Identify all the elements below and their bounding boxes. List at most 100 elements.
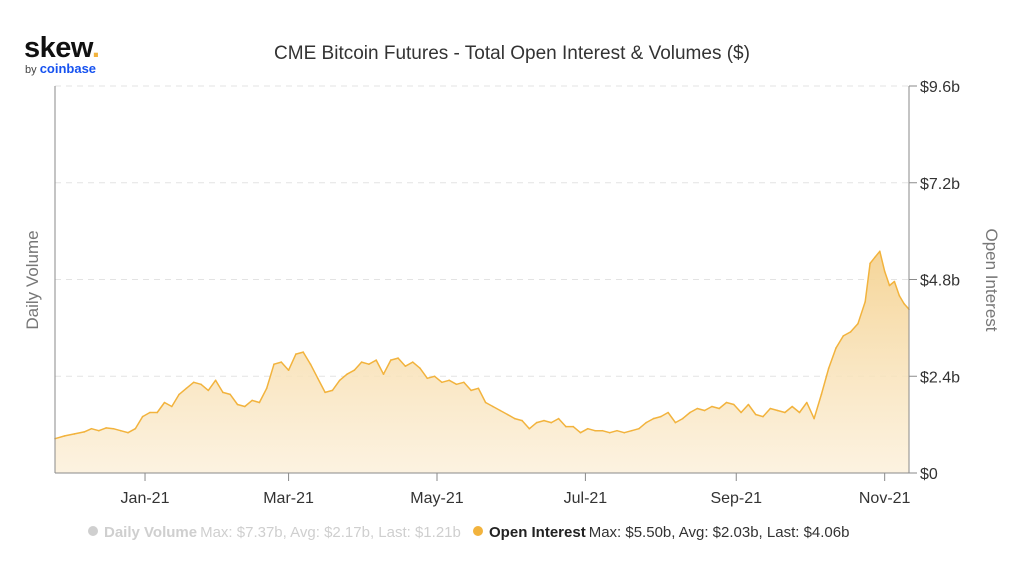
open-interest-point — [112, 427, 115, 430]
open-interest-point — [820, 393, 823, 396]
legend-item-daily-volume[interactable]: Daily Volume Max: $7.37b, Avg: $2.17b, La… — [88, 524, 461, 541]
y-tick-label: $4.8b — [920, 273, 960, 290]
open-interest-point — [869, 262, 871, 265]
x-tick-label: Jan-21 — [121, 490, 170, 507]
open-interest-point — [740, 411, 742, 414]
legend: Daily Volume Max: $7.37b, Avg: $2.17b, La… — [88, 524, 857, 541]
open-interest-point — [883, 270, 886, 273]
open-interest-point — [762, 415, 764, 418]
x-tick-label: May-21 — [410, 490, 463, 507]
open-interest-point — [477, 387, 480, 390]
open-interest-point — [390, 359, 392, 361]
y-tick-label: $2.4b — [920, 369, 960, 386]
open-interest-point — [382, 373, 385, 376]
open-interest-point — [192, 381, 195, 384]
open-interest-point — [178, 393, 180, 396]
legend-name: Open Interest — [489, 524, 586, 541]
skew-logo: skew. by coinbase — [24, 32, 100, 77]
open-interest-point — [156, 411, 158, 414]
open-interest-point — [295, 353, 297, 355]
open-interest-point — [236, 403, 239, 406]
open-interest-point — [258, 401, 261, 404]
open-interest-point — [265, 387, 268, 390]
open-interest-point — [171, 405, 173, 408]
open-interest-point — [455, 383, 458, 386]
legend-name: Daily Volume — [104, 524, 198, 541]
open-interest-point — [594, 429, 596, 432]
open-interest-point — [681, 417, 684, 420]
open-interest-point — [711, 405, 713, 408]
open-interest-point — [317, 377, 319, 380]
open-interest-point — [893, 280, 896, 283]
open-interest-point — [448, 379, 451, 382]
open-interest-point — [638, 427, 640, 430]
legend-stats: Max: $5.50b, Avg: $2.03b, Last: $4.06b — [588, 524, 850, 541]
open-interest-point — [579, 431, 582, 434]
open-interest-point — [645, 421, 647, 424]
open-interest-point — [375, 359, 378, 361]
open-interest-point — [309, 363, 312, 366]
y-axis-label-right: Open Interest — [982, 228, 1001, 331]
open-interest-point — [874, 256, 876, 259]
open-interest-point — [251, 399, 253, 402]
open-interest-point — [888, 284, 891, 287]
open-interest-point — [346, 373, 348, 376]
open-interest-point — [426, 377, 429, 380]
open-interest-point — [718, 407, 720, 410]
open-interest-point — [338, 379, 341, 382]
x-tick-label: Nov-21 — [859, 490, 911, 507]
open-interest-area — [55, 251, 909, 473]
open-interest-point — [287, 369, 290, 372]
open-interest-point — [630, 429, 633, 432]
open-interest-point — [623, 431, 626, 434]
open-interest-point — [324, 391, 326, 394]
chart-title: CME Bitcoin Futures - Total Open Interes… — [274, 43, 750, 64]
open-interest-point — [521, 419, 523, 422]
open-interest-point — [813, 417, 815, 420]
open-interest-point — [244, 405, 246, 408]
open-interest-point — [149, 411, 151, 414]
series-open-interest — [54, 250, 910, 473]
logo-wordmark: skew. — [24, 32, 100, 64]
open-interest-point — [903, 302, 905, 305]
open-interest-point — [433, 375, 436, 378]
open-interest-point — [119, 429, 122, 432]
open-interest-point — [360, 361, 363, 363]
open-interest-point — [200, 383, 202, 386]
open-interest-point — [105, 427, 107, 429]
open-interest-point — [652, 417, 655, 420]
open-interest-point — [667, 411, 669, 414]
open-interest-point — [864, 300, 866, 303]
open-interest-point — [601, 429, 604, 432]
open-interest-point — [141, 415, 144, 418]
open-interest-point — [689, 411, 691, 414]
open-interest-point — [163, 401, 166, 404]
logo-byline: by coinbase — [25, 61, 97, 76]
open-interest-point — [608, 431, 611, 434]
open-interest-point — [572, 425, 574, 428]
open-interest-point — [463, 381, 465, 384]
open-interest-point — [535, 421, 538, 424]
open-interest-point — [528, 427, 531, 430]
legend-stats: Max: $7.37b, Avg: $2.17b, Last: $1.21b — [200, 524, 461, 541]
open-interest-point — [229, 393, 231, 396]
open-interest-point — [353, 369, 356, 372]
open-interest-point — [470, 389, 472, 392]
x-tick-label: Sep-21 — [710, 490, 762, 507]
open-interest-point — [98, 429, 100, 432]
axes: $0 $2.4b $4.8b $7.2b $9.6b Jan-21 Mar-21 May-21… — [54, 79, 960, 507]
legend-dot-icon — [88, 526, 98, 536]
open-interest-point — [557, 417, 560, 420]
open-interest-point — [397, 357, 399, 359]
y-tick-label: $9.6b — [920, 79, 960, 96]
open-interest-point — [660, 415, 662, 418]
open-interest-point — [703, 409, 706, 412]
open-interest-point — [492, 405, 494, 408]
open-interest-point — [776, 409, 779, 412]
open-interest-point — [587, 427, 589, 430]
legend-item-open-interest[interactable]: Open Interest Max: $5.50b, Avg: $2.03b, L… — [473, 524, 849, 541]
open-interest-point — [725, 401, 728, 404]
x-tick-label: Jul-21 — [564, 490, 608, 507]
open-interest-point — [134, 427, 137, 430]
